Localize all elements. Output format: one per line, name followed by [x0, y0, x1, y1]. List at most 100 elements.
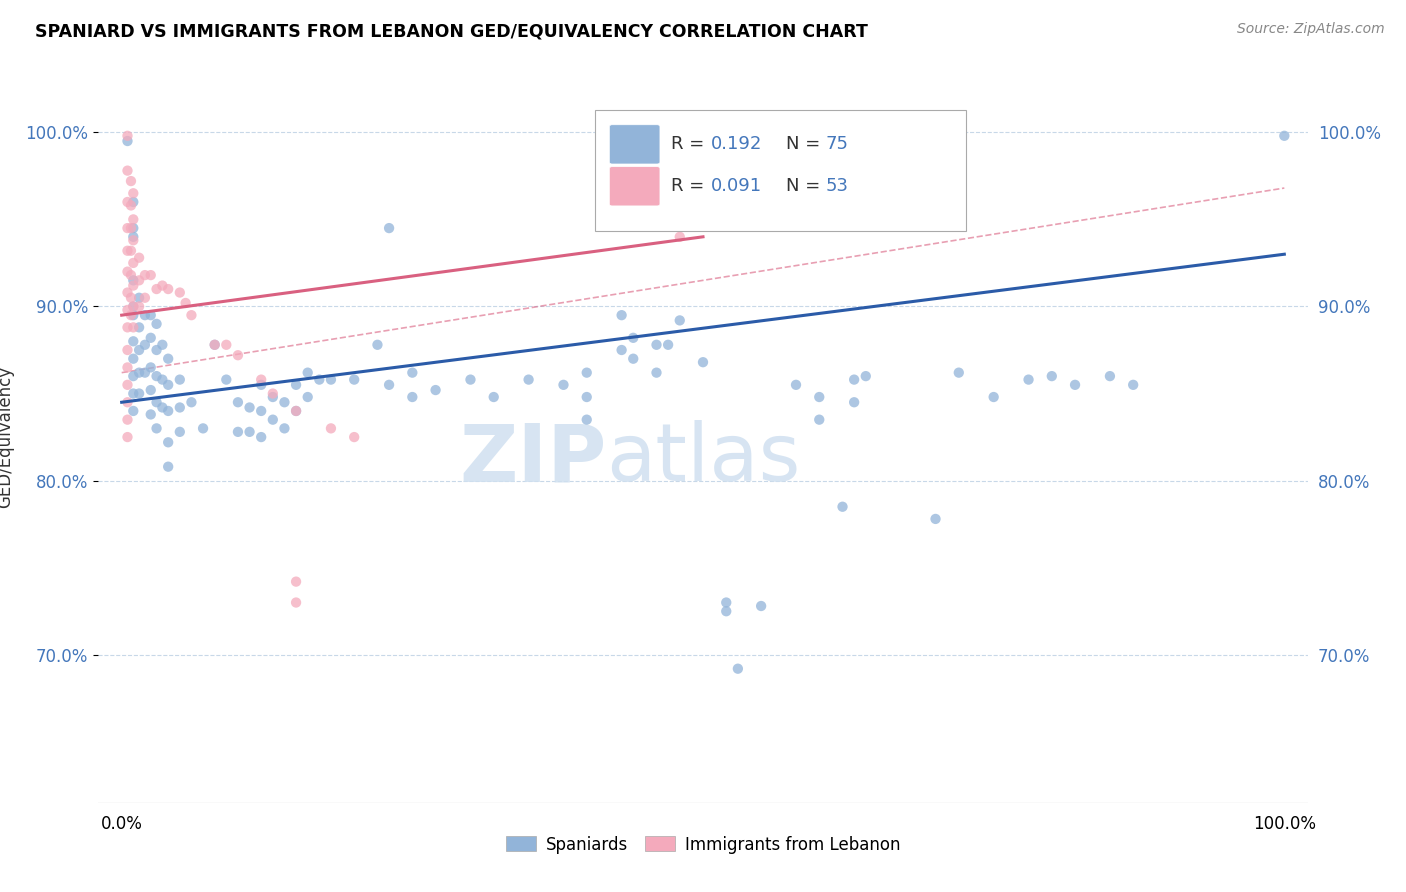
Point [150, 401, 173, 415]
Point [948, 366, 970, 380]
Point [122, 300, 145, 314]
Point [226, 395, 249, 409]
Point [117, 285, 139, 300]
Point [122, 300, 145, 314]
Point [117, 244, 139, 258]
Point [122, 233, 145, 247]
Point [727, 662, 749, 676]
Point [120, 221, 142, 235]
Point [157, 435, 180, 450]
Point [128, 251, 150, 265]
Point [134, 366, 156, 380]
Point [553, 377, 575, 392]
Point [273, 395, 295, 409]
Point [122, 404, 145, 418]
Point [117, 128, 139, 143]
Point [285, 404, 308, 418]
Point [366, 338, 388, 352]
Point [308, 373, 330, 387]
Point [128, 366, 150, 380]
Point [128, 273, 150, 287]
Point [120, 174, 142, 188]
Point [122, 194, 145, 209]
Point [285, 404, 308, 418]
Point [139, 308, 162, 322]
Point [285, 595, 308, 609]
Point [150, 373, 173, 387]
Point [117, 194, 139, 209]
Point [575, 412, 598, 426]
Point [122, 278, 145, 293]
Point [122, 320, 145, 334]
Point [122, 273, 145, 287]
Point [226, 348, 249, 362]
Point [145, 317, 167, 331]
Point [120, 244, 142, 258]
Point [855, 369, 877, 384]
Point [844, 395, 866, 409]
Point [226, 425, 249, 439]
Point [139, 331, 162, 345]
Point [460, 373, 482, 387]
Point [120, 268, 142, 282]
Text: N =: N = [786, 136, 827, 153]
Point [139, 383, 162, 397]
Point [716, 604, 738, 618]
Point [1098, 369, 1121, 384]
Point [169, 401, 191, 415]
Point [134, 291, 156, 305]
Point [157, 351, 180, 366]
Point [117, 395, 139, 409]
Point [122, 256, 145, 270]
Point [117, 134, 139, 148]
Point [1122, 377, 1144, 392]
Point [610, 343, 633, 357]
Point [122, 221, 145, 235]
Point [139, 408, 162, 422]
Point [517, 373, 540, 387]
Point [645, 338, 668, 352]
Point [378, 377, 401, 392]
Point [785, 377, 807, 392]
Point [844, 373, 866, 387]
Point [157, 459, 180, 474]
Point [169, 373, 191, 387]
Point [139, 268, 162, 282]
Point [401, 390, 423, 404]
Point [204, 338, 226, 352]
Point [482, 390, 505, 404]
Point [621, 331, 644, 345]
Point [285, 377, 308, 392]
Point [319, 373, 342, 387]
Point [575, 390, 598, 404]
Point [621, 351, 644, 366]
Point [157, 377, 180, 392]
Point [297, 390, 319, 404]
Point [831, 500, 853, 514]
Point [215, 338, 238, 352]
Point [668, 313, 690, 327]
Point [262, 386, 284, 401]
Point [122, 186, 145, 201]
Point [239, 401, 262, 415]
Point [117, 221, 139, 235]
Point [250, 404, 273, 418]
Point [1064, 377, 1087, 392]
Point [117, 302, 139, 317]
Point [145, 395, 167, 409]
Point [134, 268, 156, 282]
Point [204, 338, 226, 352]
Point [250, 430, 273, 444]
Point [808, 390, 831, 404]
Point [157, 282, 180, 296]
Point [145, 343, 167, 357]
Point [117, 430, 139, 444]
Point [139, 360, 162, 375]
Point [716, 595, 738, 609]
Point [117, 377, 139, 392]
Point [343, 373, 366, 387]
Point [117, 265, 139, 279]
Text: 75: 75 [825, 136, 849, 153]
Point [117, 343, 139, 357]
Point [645, 366, 668, 380]
